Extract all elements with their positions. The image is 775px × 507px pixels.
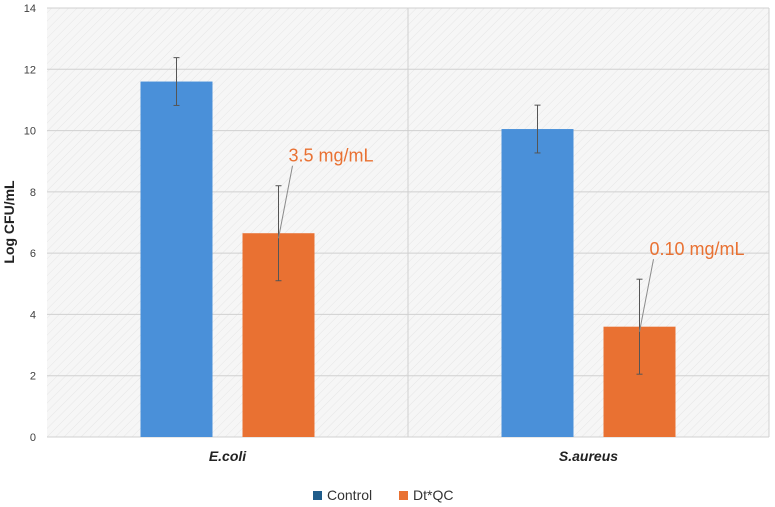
y-axis-label: Log CFU/mL [1, 180, 17, 264]
y-tick-label: 14 [24, 3, 36, 15]
y-tick-label: 12 [24, 64, 36, 76]
y-tick-label: 10 [24, 126, 36, 138]
x-axis-labels: E.coli S.aureus [209, 448, 618, 464]
y-tick-label: 8 [30, 187, 36, 199]
legend-label: Dt*QC [413, 487, 453, 503]
annotations: 3.5 mg/mL 0.10 mg/mL [278, 146, 745, 332]
legend-swatch [399, 491, 408, 500]
legend-label: Control [327, 487, 372, 503]
error-bars [173, 57, 643, 375]
y-tick-label: 6 [30, 248, 36, 260]
bar-control-0 [140, 81, 213, 438]
y-tick-label: 2 [30, 371, 36, 383]
legend: Control Dt*QC [313, 487, 453, 503]
category-label: S.aureus [559, 448, 618, 464]
annotation-leader [639, 259, 654, 332]
category-label: E.coli [209, 448, 247, 464]
bar-control-1 [501, 129, 574, 437]
annotation-label: 3.5 mg/mL [289, 146, 374, 166]
annotation-leader [278, 165, 293, 239]
bars [140, 81, 676, 438]
y-tick-label: 4 [30, 309, 36, 321]
legend-swatch [313, 491, 322, 500]
annotation-label: 0.10 mg/mL [650, 239, 745, 259]
y-tick-label: 0 [30, 432, 36, 444]
y-axis-ticks: 0 2 4 6 8 10 12 14 [24, 3, 36, 444]
